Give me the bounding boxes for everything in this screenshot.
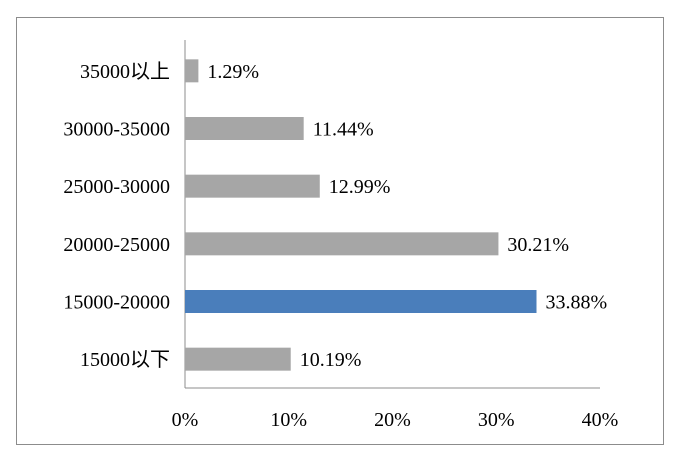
- data-label: 10.19%: [300, 349, 362, 371]
- x-tick-label: 40%: [582, 409, 619, 431]
- x-tick-label: 0%: [172, 409, 199, 431]
- bar: [185, 232, 499, 256]
- category-label: 20000-25000: [63, 234, 170, 256]
- bar: [185, 174, 320, 198]
- bar: [185, 347, 291, 371]
- category-label: 15000-20000: [63, 292, 170, 314]
- category-label: 15000以下: [80, 349, 170, 371]
- data-label: 1.29%: [207, 61, 259, 83]
- category-label: 35000以上: [80, 60, 170, 83]
- x-tick-label: 10%: [270, 409, 307, 431]
- chart-frame: [16, 17, 664, 445]
- data-label: 30.21%: [507, 234, 569, 256]
- bar: [185, 59, 199, 83]
- bar: [185, 117, 304, 140]
- data-label: 12.99%: [329, 176, 391, 198]
- category-label: 25000-30000: [63, 176, 170, 198]
- data-label: 11.44%: [313, 119, 374, 141]
- data-label: 33.88%: [546, 292, 608, 314]
- bar: [185, 290, 537, 313]
- x-tick-label: 20%: [374, 409, 411, 431]
- category-label: 30000-35000: [63, 119, 170, 141]
- x-tick-label: 30%: [478, 409, 515, 431]
